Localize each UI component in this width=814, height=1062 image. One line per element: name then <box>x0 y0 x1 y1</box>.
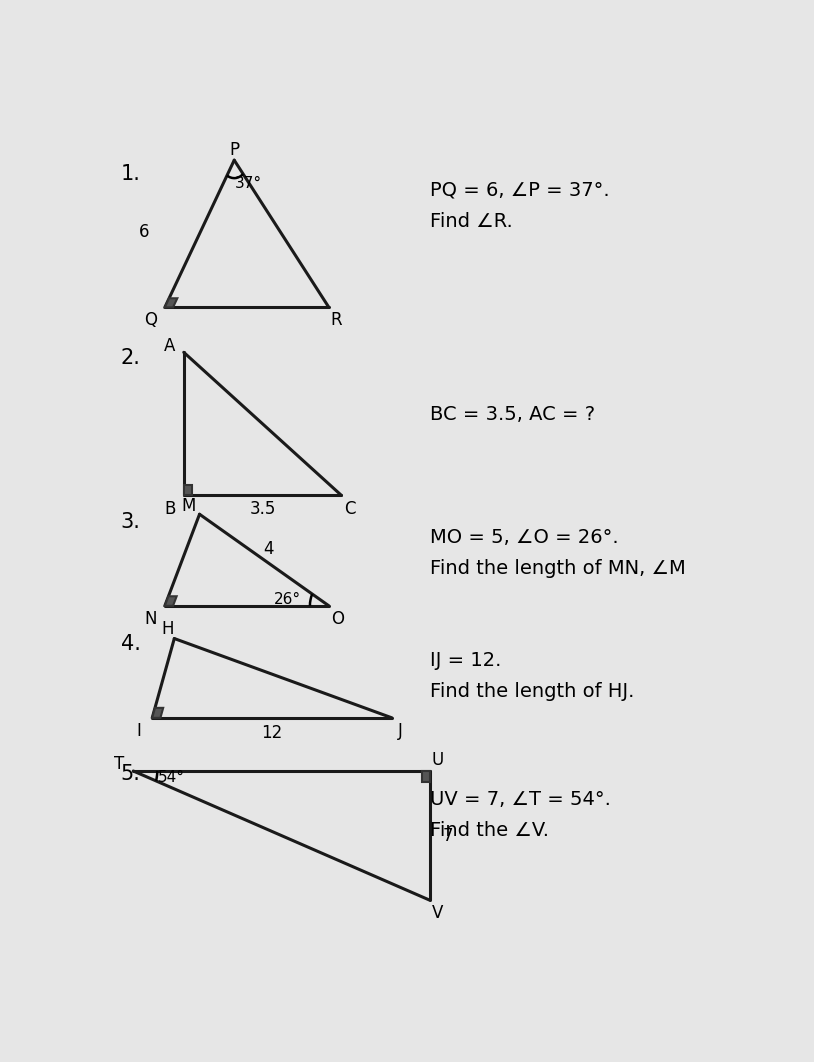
Text: 26°: 26° <box>274 592 301 606</box>
Text: 5.: 5. <box>120 764 141 784</box>
Text: BC = 3.5, AC = ?: BC = 3.5, AC = ? <box>430 406 595 425</box>
Text: C: C <box>344 499 356 517</box>
Text: 3.: 3. <box>120 512 141 532</box>
Text: 6: 6 <box>138 223 149 241</box>
Text: U: U <box>431 751 444 769</box>
Text: 7: 7 <box>443 826 453 844</box>
Text: A: A <box>164 337 176 355</box>
Text: Find the length of HJ.: Find the length of HJ. <box>430 682 634 701</box>
Text: Find the length of MN, ∠M: Find the length of MN, ∠M <box>430 560 685 578</box>
Text: I: I <box>136 722 141 740</box>
Text: O: O <box>331 610 344 628</box>
Text: Find the ∠V.: Find the ∠V. <box>430 821 549 840</box>
Text: 4: 4 <box>264 539 274 558</box>
Polygon shape <box>152 708 163 718</box>
Text: PQ = 6, ∠P = 37°.: PQ = 6, ∠P = 37°. <box>430 181 610 200</box>
Text: 3.5: 3.5 <box>249 499 276 517</box>
Text: 37°: 37° <box>234 175 261 190</box>
Text: MO = 5, ∠O = 26°.: MO = 5, ∠O = 26°. <box>430 528 619 547</box>
Text: V: V <box>431 904 443 922</box>
Text: IJ = 12.: IJ = 12. <box>430 651 501 670</box>
Text: P: P <box>230 141 239 159</box>
Text: 1.: 1. <box>120 165 141 184</box>
Text: 54°: 54° <box>158 770 185 785</box>
Polygon shape <box>164 298 177 307</box>
Text: B: B <box>164 499 176 517</box>
Text: UV = 7, ∠T = 54°.: UV = 7, ∠T = 54°. <box>430 790 610 809</box>
Text: M: M <box>181 497 195 515</box>
Text: 4.: 4. <box>120 634 141 654</box>
Text: Q: Q <box>144 311 157 329</box>
Text: H: H <box>162 620 174 637</box>
Text: R: R <box>330 311 342 329</box>
Text: 2.: 2. <box>120 348 141 369</box>
Polygon shape <box>422 771 430 782</box>
Text: T: T <box>114 755 125 773</box>
Text: N: N <box>145 610 157 628</box>
Polygon shape <box>164 596 177 605</box>
Polygon shape <box>184 484 192 495</box>
Text: Find ∠R.: Find ∠R. <box>430 211 513 230</box>
Text: J: J <box>398 722 403 740</box>
Text: 12: 12 <box>261 723 282 741</box>
